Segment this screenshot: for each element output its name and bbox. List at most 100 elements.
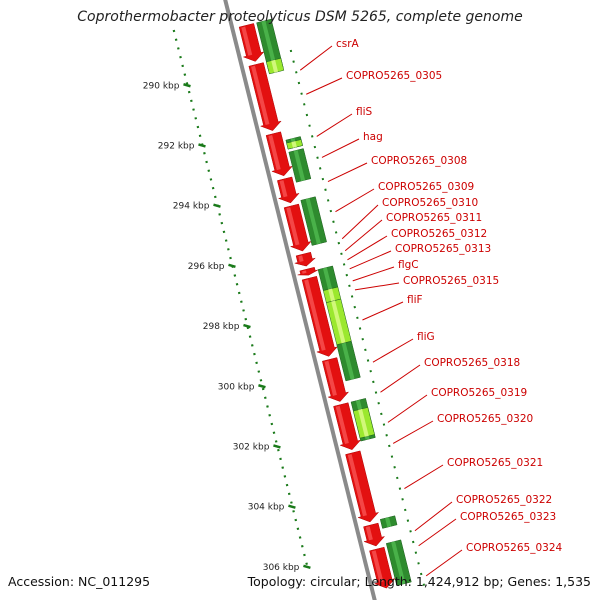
ruler-tick xyxy=(258,384,266,389)
genome-summary: Topology: circular; Length: 1,424,912 bp… xyxy=(247,574,591,589)
map-title: Coprothermobacter proteolyticus DSM 5265… xyxy=(77,9,523,25)
gene-label: COPRO5265_0323 xyxy=(460,511,556,523)
gene-label: fliF xyxy=(407,294,423,306)
reverse-gene-highlight xyxy=(271,59,279,73)
reverse-gene-highlight xyxy=(328,288,336,302)
gene-label-leader xyxy=(354,282,400,291)
gene-label: COPRO5265_0320 xyxy=(437,413,533,425)
forward-gene-highlight xyxy=(302,270,307,274)
forward-gene-highlight xyxy=(324,360,337,396)
forward-gene-highlight xyxy=(286,207,300,246)
gene-label: COPRO5265_0318 xyxy=(424,357,520,369)
forward-gene-arrow xyxy=(294,251,316,267)
outer-track xyxy=(289,49,427,591)
gene-label: flgC xyxy=(398,259,419,271)
ruler-tick-label: 294 kbp xyxy=(173,202,210,212)
ruler-track xyxy=(172,29,310,571)
reverse-gene-highlight xyxy=(385,517,392,528)
ruler-tick xyxy=(273,444,281,449)
gene-label: COPRO5265_0322 xyxy=(456,494,552,506)
gene-label-leader xyxy=(341,204,379,240)
reverse-gene-highlight xyxy=(322,267,333,290)
gene-label-leader xyxy=(372,338,414,363)
gene-label-leader xyxy=(380,364,421,393)
ruler-layer: 290 kbp 292 kbp 294 kbp 296 kbp 298 kbp 300 k… xyxy=(143,29,311,573)
gene-label-leader xyxy=(321,138,360,158)
forward-gene-highlight xyxy=(279,180,288,198)
ruler-tick xyxy=(243,323,251,329)
reverse-gene-highlight xyxy=(305,198,321,245)
ruler-tick-label: 302 kbp xyxy=(233,442,270,452)
forward-gene-highlight xyxy=(365,526,373,541)
reverse-gene-highlight xyxy=(291,140,297,148)
ruler-tick-label: 298 kbp xyxy=(203,322,240,332)
reverse-gene-highlight xyxy=(261,20,278,70)
gene-layer xyxy=(238,18,427,591)
forward-gene-highlight xyxy=(347,454,367,517)
gene-label: COPRO5265_0321 xyxy=(447,457,543,469)
gene-label: hag xyxy=(363,131,383,143)
ruler-tick xyxy=(288,504,296,509)
reverse-gene-highlight xyxy=(358,408,369,437)
forward-gene-highlight xyxy=(335,405,349,445)
ruler-tick-label: 306 kbp xyxy=(263,563,300,573)
gene-label-leader xyxy=(352,266,395,282)
gene-label: COPRO5265_0315 xyxy=(403,275,499,287)
gene-label-leader xyxy=(387,394,428,423)
gene-label: COPRO5265_0312 xyxy=(391,228,487,240)
forward-gene-arrow xyxy=(297,266,319,276)
ruler-tick xyxy=(228,263,236,269)
gene-label: COPRO5265_0308 xyxy=(371,155,467,167)
ruler-tick-label: 304 kbp xyxy=(248,503,285,513)
ruler-tick-label: 296 kbp xyxy=(188,262,225,272)
forward-gene-highlight xyxy=(241,26,253,56)
gene-label-leader xyxy=(392,420,434,444)
forward-gene-highlight xyxy=(268,135,281,171)
gene-label: COPRO5265_0313 xyxy=(395,243,491,255)
gene-label: COPRO5265_0319 xyxy=(431,387,527,399)
label-layer: csrA COPRO5265_0305 fliS hag COPRO5265_0308 C… xyxy=(299,38,563,577)
gene-label-leader xyxy=(299,45,333,71)
gene-label: csrA xyxy=(336,38,360,50)
backbone-layer xyxy=(223,0,377,600)
reverse-gene-highlight xyxy=(391,541,406,585)
reverse-gene-highlight xyxy=(331,300,346,344)
gene-label-leader xyxy=(404,464,444,489)
ruler-tick xyxy=(198,143,206,148)
forward-gene-highlight xyxy=(298,255,304,262)
gene-label-leader xyxy=(418,518,457,547)
gene-label: COPRO5265_0310 xyxy=(382,197,478,209)
ruler-tick xyxy=(303,564,311,570)
accession-label: Accession: NC_011295 xyxy=(8,574,151,589)
ruler-tick-label: 300 kbp xyxy=(218,382,255,392)
genome-backbone xyxy=(223,0,377,600)
gene-label-leader xyxy=(306,77,343,95)
reverse-gene-highlight xyxy=(341,342,355,380)
gene-label-leader xyxy=(347,235,388,261)
gene-label-leader xyxy=(425,549,463,577)
ruler-tick-label: 290 kbp xyxy=(143,81,180,91)
gene-label: COPRO5265_0311 xyxy=(386,212,482,224)
ruler-tick xyxy=(183,83,191,88)
gene-label-leader xyxy=(414,501,453,532)
gene-label: fliS xyxy=(356,106,373,118)
gene-label: COPRO5265_0324 xyxy=(466,542,563,554)
gene-label-leader xyxy=(362,301,404,321)
gene-label-leader xyxy=(344,219,383,252)
forward-gene-arrow xyxy=(363,522,386,547)
ruler-tick-label: 292 kbp xyxy=(158,141,195,151)
gene-label-leader xyxy=(349,250,392,270)
gene-label-leader xyxy=(327,162,368,183)
reverse-gene-highlight xyxy=(293,149,306,182)
gene-label: fliG xyxy=(417,331,435,343)
ruler-tick xyxy=(213,203,221,208)
forward-gene-highlight xyxy=(304,279,326,351)
gene-label-leader xyxy=(316,113,353,137)
gene-label: COPRO5265_0305 xyxy=(346,70,442,82)
forward-gene-highlight xyxy=(371,550,384,583)
forward-gene-highlight xyxy=(251,65,270,125)
gene-label: COPRO5265_0309 xyxy=(378,181,474,193)
gene-label-leader xyxy=(335,188,375,213)
